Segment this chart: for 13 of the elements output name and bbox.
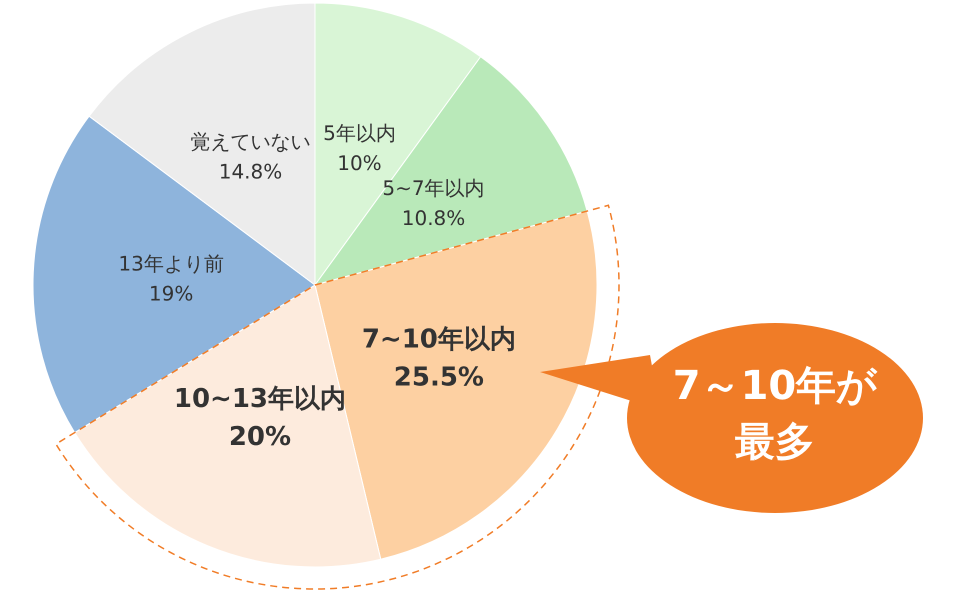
data-label: 19% [148,281,194,306]
slice-label: 10~13年以内 [174,384,346,414]
data-label: 10% [337,151,382,176]
slice-label: 7~10年以内 [362,324,516,354]
data-label: 25.5% [394,362,484,392]
slice-label: 5~7年以内 [382,176,485,200]
slice-label: 5年以内 [323,121,396,146]
slice-label: 覚えていない [190,129,310,154]
data-label: 14.8% [218,159,282,184]
data-label: 10.8% [402,206,466,230]
slice-label: 13年より前 [118,251,224,276]
text: 7～10年が最多 [672,362,878,467]
data-label: 20% [228,422,292,452]
